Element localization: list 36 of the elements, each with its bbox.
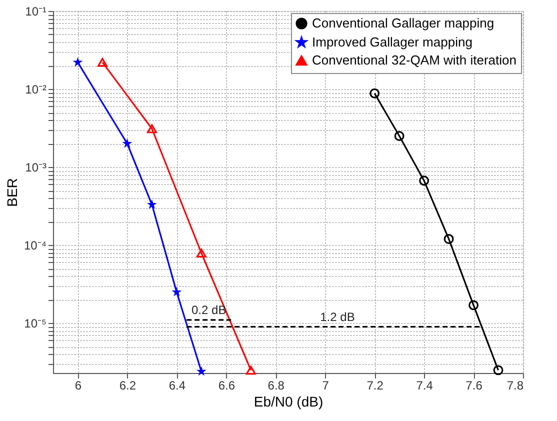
x-tick-label: 6.8 [268,378,285,392]
x-tick-label: 6 [74,378,82,392]
y-tick-label: 10⁻⁵ [24,316,47,331]
x-tick-label: 7.4 [416,378,434,392]
y-axis-title: BER [4,178,20,207]
point [419,176,430,186]
point [394,131,404,142]
y-tick-label: 10⁻⁴ [24,238,46,253]
y-tick-label: 10⁻² [25,82,47,97]
x-tick-label: 7.6 [466,378,483,392]
point [97,58,108,67]
point [122,138,132,148]
point [246,366,256,375]
legend-label: Improved Gallager mapping [312,34,472,50]
legend-label: Conventional Gallager mapping [312,16,494,30]
point [172,286,182,296]
point [493,365,504,376]
point [444,234,454,244]
x-axis-title: Eb/N0 (dB) [254,394,324,410]
point [146,199,157,209]
x-tick-label: 7 [322,378,330,392]
legend-label: Conventional 32-QAM with iteration [312,52,516,68]
y-tick-label: 10⁻¹ [25,4,47,18]
x-tick-label: 6.2 [119,378,136,392]
x-tick-label: 7.8 [506,378,524,392]
x-tick-label: 6.4 [168,378,186,392]
point [72,57,83,67]
point [146,124,157,134]
annotation: 1.2 dB [320,310,355,324]
point [468,300,479,310]
y-tick-label: 10⁻³ [25,160,47,175]
point [196,366,206,376]
point [196,248,206,258]
x-tick-label: 6.6 [218,378,236,392]
x-tick-label: 7.2 [366,378,384,392]
point [370,88,380,98]
